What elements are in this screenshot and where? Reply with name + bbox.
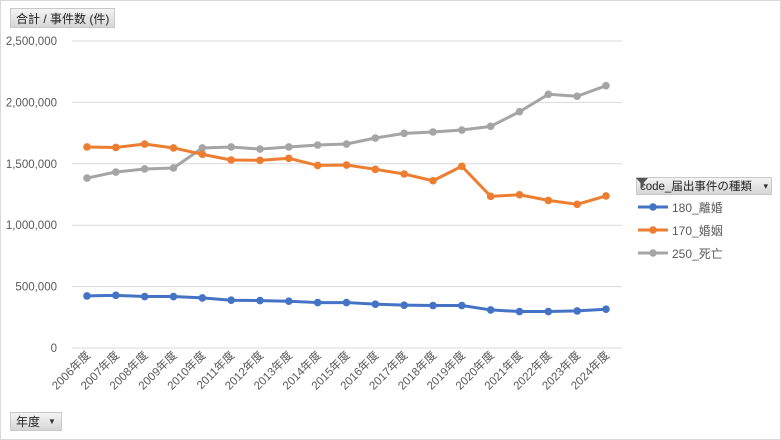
legend-marker-icon	[638, 249, 668, 257]
data-point	[83, 143, 91, 151]
data-point	[515, 190, 524, 199]
data-point	[602, 192, 610, 200]
data-point	[458, 126, 466, 134]
data-point	[602, 305, 610, 313]
data-point	[140, 140, 149, 148]
data-point	[573, 92, 581, 101]
value-field-button[interactable]: 合計 / 事件数 (件)	[10, 8, 116, 28]
data-point	[169, 292, 178, 301]
dropdown-arrow-icon: ▼	[48, 417, 56, 426]
data-point	[256, 156, 264, 165]
legend: code_届出事件の種類 ▾ 180_離婚 170_婚姻 250_死亡	[636, 177, 772, 264]
legend-field-button[interactable]: code_届出事件の種類 ▾	[636, 177, 772, 195]
legend-item: 170_婚姻	[636, 219, 772, 241]
data-point	[256, 296, 264, 305]
data-point	[227, 296, 235, 305]
data-point	[573, 307, 581, 315]
data-point	[342, 298, 351, 307]
data-point	[429, 128, 437, 136]
y-tick-label: 1,000,000	[6, 220, 57, 232]
data-point	[140, 165, 149, 173]
data-point	[458, 301, 466, 310]
data-point	[342, 140, 351, 148]
data-point	[515, 307, 524, 316]
data-point	[544, 90, 553, 99]
data-point	[112, 291, 120, 300]
y-tick-label: 2,000,000	[6, 97, 57, 109]
data-point	[227, 143, 235, 151]
data-point	[371, 134, 380, 142]
data-point	[486, 192, 495, 201]
data-point	[285, 154, 293, 163]
data-point	[342, 161, 351, 169]
y-tick-label: 0	[51, 343, 57, 355]
data-point	[169, 144, 178, 152]
data-point	[371, 300, 380, 308]
data-point	[515, 107, 524, 116]
data-point	[573, 200, 581, 209]
axis-field-label: 年度	[16, 415, 41, 429]
filter-icon[interactable]: ▾	[636, 178, 768, 192]
legend-title: code_届出事件の種類	[640, 181, 752, 193]
data-point	[169, 164, 178, 172]
data-point	[544, 307, 553, 316]
data-point	[112, 168, 120, 176]
data-point	[400, 170, 408, 178]
data-point	[400, 301, 408, 309]
y-tick-label: 500,000	[15, 282, 57, 294]
data-point	[458, 162, 466, 171]
data-point	[486, 122, 495, 131]
legend-item: 250_死亡	[636, 242, 772, 264]
data-point	[198, 294, 207, 302]
y-tick-label: 2,500,000	[6, 36, 57, 48]
legend-marker-icon	[638, 203, 668, 211]
data-point	[112, 143, 120, 152]
data-point	[140, 292, 149, 301]
data-point	[371, 165, 380, 174]
data-point	[83, 292, 91, 300]
data-point	[429, 176, 437, 185]
axis-field-button[interactable]: 年度 ▼	[10, 412, 62, 431]
data-point	[198, 150, 207, 159]
data-point	[429, 301, 437, 310]
data-point	[602, 81, 610, 90]
data-point	[227, 156, 235, 164]
value-field-label: 合計 / 事件数 (件)	[16, 11, 110, 26]
data-point	[256, 145, 264, 153]
data-point	[313, 298, 322, 307]
data-point	[313, 161, 322, 170]
legend-item: 180_離婚	[636, 196, 772, 218]
data-point	[313, 141, 322, 149]
data-point	[400, 129, 408, 138]
data-point	[285, 143, 293, 151]
legend-label: 250_死亡	[672, 246, 723, 261]
series-line-170_婚姻	[86, 142, 607, 206]
legend-label: 180_離婚	[672, 200, 723, 215]
data-point	[544, 196, 553, 205]
data-point	[486, 306, 495, 314]
data-point	[83, 174, 91, 182]
y-tick-label: 1,500,000	[6, 159, 57, 171]
legend-label: 170_婚姻	[672, 223, 723, 238]
data-point	[198, 144, 207, 152]
data-point	[285, 297, 293, 306]
legend-marker-icon	[638, 226, 668, 234]
